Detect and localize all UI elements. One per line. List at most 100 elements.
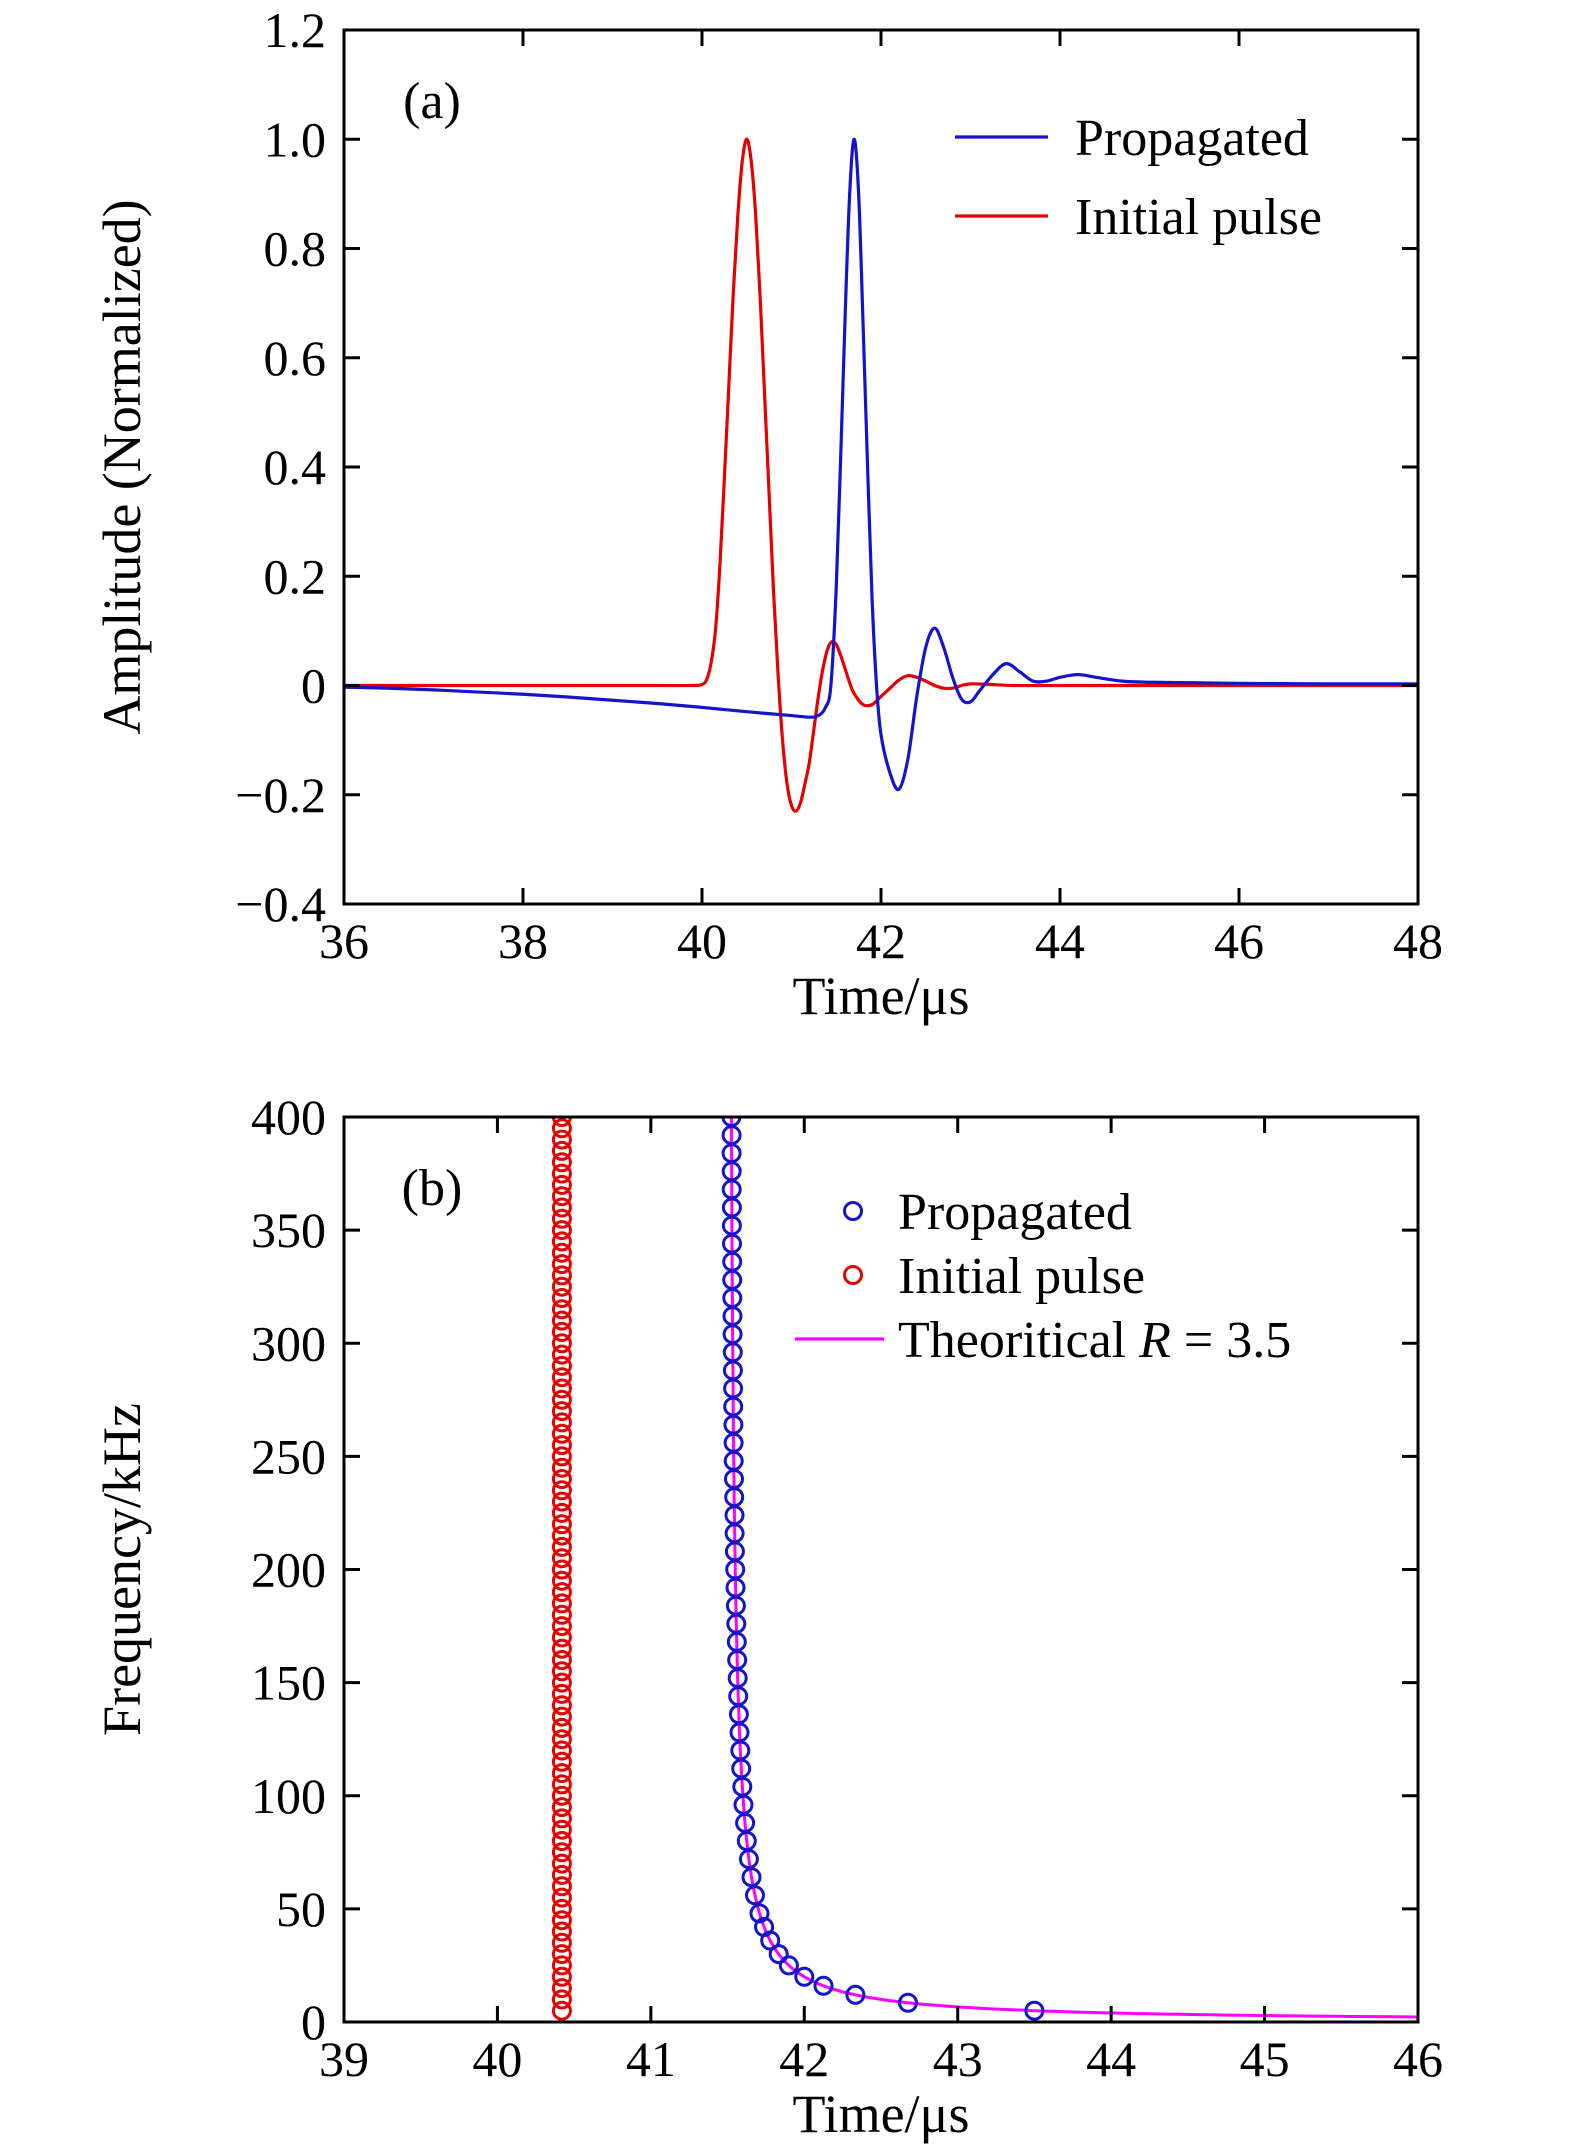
data-point-circle — [898, 1992, 918, 2013]
data-point-circle — [551, 1570, 572, 1591]
data-point-circle — [551, 1333, 572, 1354]
data-point-circle — [551, 1876, 572, 1897]
y-tick-label: 1.0 — [264, 111, 327, 167]
data-point-circle — [551, 1763, 572, 1784]
legend-marker-circle — [843, 1201, 863, 1221]
y-tick-label: 0.6 — [264, 330, 327, 386]
data-point-circle — [551, 1525, 572, 1546]
y-tick-label: 0 — [301, 1994, 326, 2050]
data-point-circle — [551, 1887, 572, 1908]
plot-series-area — [344, 137, 1418, 813]
data-point-circle — [551, 1344, 572, 1365]
data-point-circle — [551, 1367, 572, 1388]
data-point-circle — [1024, 2000, 1045, 2021]
data-point-circle — [551, 1582, 572, 1603]
x-tick-label: 48 — [1393, 913, 1443, 969]
data-point-circle — [551, 1797, 572, 1818]
legend-label: Propagated — [898, 1184, 1132, 1241]
x-tick-label: 38 — [498, 913, 548, 969]
data-point-circle — [551, 1140, 572, 1161]
data-point-circle — [749, 1903, 770, 1924]
data-point-circle — [551, 1480, 572, 1501]
data-point-circle — [551, 1751, 572, 1772]
data-point-circle — [551, 1118, 572, 1139]
data-point-circle — [768, 1944, 789, 1965]
data-point-circle — [551, 1231, 572, 1252]
data-point-circle — [551, 1672, 572, 1693]
series-initial-pulse — [344, 137, 1418, 813]
data-point-circle — [551, 1423, 572, 1444]
data-point-circle — [551, 1186, 572, 1207]
data-point-circle — [551, 1604, 572, 1625]
plot-series-area — [551, 1117, 1418, 2021]
data-point-circle — [778, 1955, 799, 1976]
x-tick-label: 46 — [1214, 913, 1264, 969]
data-point-circle — [551, 1163, 572, 1184]
data-point-circle — [551, 1729, 572, 1750]
data-point-circle — [813, 1975, 834, 1996]
data-point-circle — [551, 1548, 572, 1569]
data-point-circle — [551, 1717, 572, 1738]
data-point-circle — [794, 1966, 815, 1987]
data-point-circle — [551, 1785, 572, 1806]
y-tick-label: 100 — [251, 1768, 326, 1824]
y-axis-label: Frequency/kHz — [92, 1403, 152, 1736]
panel-b: 39 40 41 42 43 44 45 46 0 50 100 150 200 250 300 350 400… — [92, 1089, 1443, 2144]
data-point-circle — [551, 1265, 572, 1286]
data-point-circle — [551, 1559, 572, 1580]
y-tick-label: −0.2 — [235, 767, 326, 823]
data-point-circle — [551, 1683, 572, 1704]
y-tick-label: 0 — [301, 658, 326, 714]
legend-label: Theoritical R = 3.5 — [898, 1312, 1291, 1369]
legend-label: Propagated — [1075, 110, 1309, 167]
data-point-circle — [551, 1627, 572, 1648]
series-initial-pulse — [551, 1117, 572, 2021]
x-tick-label: 45 — [1240, 2031, 1290, 2087]
data-point-circle — [551, 1898, 572, 1919]
data-point-circle — [551, 1469, 572, 1489]
x-tick-label: 36 — [319, 913, 369, 969]
x-axis-label: Time/μs — [792, 966, 969, 1026]
y-tick-label: 0.2 — [264, 548, 327, 604]
data-point-circle — [551, 1706, 572, 1727]
data-point-circle — [551, 1491, 572, 1512]
y-tick-label: 350 — [251, 1202, 326, 1258]
y-tick-label: 250 — [251, 1428, 326, 1484]
data-point-circle — [551, 1989, 572, 2010]
data-point-circle — [551, 1944, 572, 1965]
data-point-circle — [551, 1910, 572, 1931]
axis-ticks — [342, 1115, 1420, 2024]
data-point-circle — [551, 1514, 572, 1535]
x-tick-label: 40 — [472, 2031, 522, 2087]
x-tick-label: 43 — [933, 2031, 983, 2087]
data-point-circle — [551, 1955, 572, 1976]
legend: Propagated Initial pulse — [955, 110, 1322, 246]
data-point-circle — [551, 1197, 572, 1218]
data-point-circle — [551, 1864, 572, 1885]
panel-tag: (a) — [403, 73, 461, 130]
data-point-circle — [745, 1885, 765, 1906]
legend-label: Initial pulse — [898, 1248, 1145, 1305]
y-axis-label: Amplitude (Normalized) — [92, 199, 152, 734]
data-point-circle — [551, 1638, 572, 1659]
data-point-circle — [551, 1117, 572, 1127]
panel-a: 36 38 40 42 44 46 48 −0.4 −0.2 0 0.2 0.4 0.6 0.8 1.0 1.… — [92, 2, 1443, 1026]
x-tick-label: 39 — [319, 2031, 369, 2087]
y-tick-label: −0.4 — [235, 876, 326, 932]
data-point-circle — [551, 1831, 572, 1851]
y-tick-label: 400 — [251, 1089, 326, 1145]
x-tick-label: 41 — [626, 2031, 676, 2087]
x-tick-label: 44 — [1086, 2031, 1136, 2087]
data-point-circle — [551, 1310, 572, 1331]
data-point-circle — [845, 1984, 866, 2005]
series-theoritical-r-3-5 — [729, 1117, 1418, 2019]
data-point-circle — [551, 1129, 572, 1150]
data-point-circle — [551, 1695, 572, 1716]
x-tick-label: 46 — [1393, 2031, 1443, 2087]
data-point-circle — [551, 1401, 572, 1422]
data-point-circle — [551, 1321, 572, 1342]
data-point-circle — [551, 1842, 572, 1863]
data-point-circle — [551, 1774, 572, 1795]
data-point-circle — [551, 1650, 572, 1670]
